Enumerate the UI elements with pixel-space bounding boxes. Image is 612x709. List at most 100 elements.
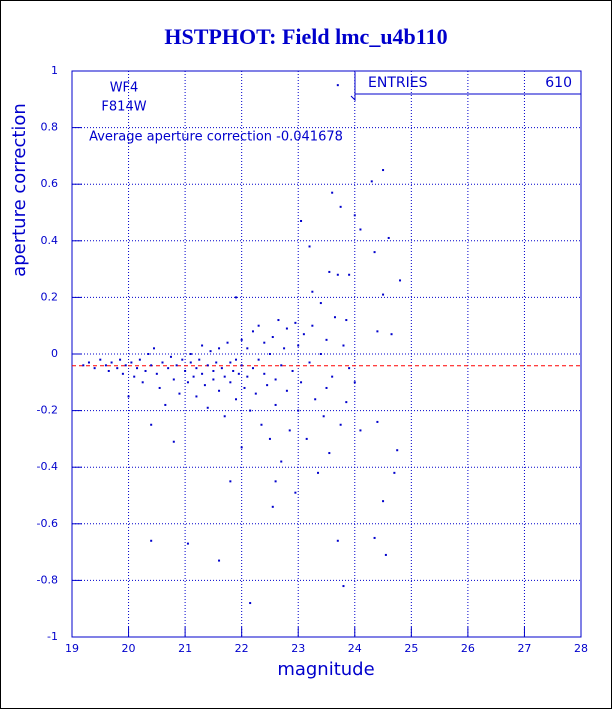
point <box>136 367 139 370</box>
stats-value: 610 <box>545 75 572 91</box>
point <box>82 364 85 367</box>
point <box>107 369 110 372</box>
y-tick-label: 0.4 <box>41 234 59 247</box>
point <box>203 384 206 387</box>
point <box>133 375 136 378</box>
point <box>161 361 164 364</box>
point <box>268 437 271 440</box>
point <box>390 333 393 336</box>
point <box>387 236 390 239</box>
point <box>399 279 402 282</box>
point <box>317 471 320 474</box>
point <box>345 401 348 404</box>
point <box>266 384 269 387</box>
point <box>311 290 314 293</box>
point <box>271 336 274 339</box>
stats-label: ENTRIES <box>368 75 428 91</box>
point <box>150 364 153 367</box>
y-tick-label: -0.2 <box>37 404 58 417</box>
point <box>249 409 252 412</box>
point <box>294 321 297 324</box>
point <box>127 395 130 398</box>
point <box>263 341 266 344</box>
point <box>254 392 257 395</box>
y-tick-label: 0.6 <box>41 177 59 190</box>
point <box>271 505 274 508</box>
point <box>336 273 339 276</box>
point <box>181 358 184 361</box>
point <box>178 392 181 395</box>
point <box>195 367 198 370</box>
point <box>226 341 229 344</box>
x-tick-label: 28 <box>574 642 588 655</box>
point <box>396 449 399 452</box>
x-tick-label: 27 <box>517 642 531 655</box>
point <box>302 333 305 336</box>
y-tick-label: 0.2 <box>41 290 59 303</box>
point <box>260 423 263 426</box>
point <box>104 364 107 367</box>
point <box>308 361 311 364</box>
point <box>192 375 195 378</box>
point <box>336 84 339 87</box>
x-tick-label: 22 <box>235 642 249 655</box>
point <box>257 358 260 361</box>
point <box>308 245 311 248</box>
point <box>257 324 260 327</box>
point <box>291 369 294 372</box>
point <box>348 367 351 370</box>
point <box>285 327 288 330</box>
point <box>331 191 334 194</box>
y-tick-label: 0 <box>51 347 58 360</box>
x-tick-label: 25 <box>404 642 418 655</box>
point <box>175 364 178 367</box>
point <box>268 353 271 355</box>
point <box>186 381 189 384</box>
point <box>246 375 249 378</box>
y-tick-label: -1 <box>47 630 58 643</box>
point <box>382 169 385 172</box>
chart-title: HSTPHOT: Field lmc_u4b110 <box>164 24 447 49</box>
point <box>240 364 243 367</box>
point <box>277 319 280 322</box>
annotation: Average aperture correction -0.041678 <box>89 130 343 145</box>
point <box>376 420 379 423</box>
point <box>167 367 170 370</box>
y-tick-label: 0.8 <box>41 121 59 134</box>
point <box>249 602 252 605</box>
point <box>382 293 385 296</box>
point <box>328 452 331 455</box>
point <box>169 355 172 358</box>
point <box>218 347 221 350</box>
point <box>246 347 249 350</box>
point <box>339 205 342 208</box>
point <box>384 553 387 556</box>
point <box>93 367 96 370</box>
point <box>116 367 119 370</box>
point <box>325 338 328 341</box>
point <box>300 381 303 384</box>
point <box>274 480 277 483</box>
point <box>342 344 345 347</box>
point <box>87 361 90 364</box>
x-tick-label: 26 <box>461 642 475 655</box>
y-axis-label: aperture correction <box>9 103 30 277</box>
point <box>186 542 189 545</box>
point <box>251 367 254 370</box>
point <box>237 372 240 375</box>
point <box>119 358 122 361</box>
point <box>359 429 362 432</box>
annotation: F814W <box>101 100 146 115</box>
point <box>150 539 153 542</box>
point <box>229 480 232 483</box>
point <box>283 347 286 350</box>
x-tick-label: 20 <box>122 642 136 655</box>
point <box>311 324 314 327</box>
y-tick-label: 1 <box>51 64 58 77</box>
point <box>220 367 223 370</box>
point <box>348 273 351 276</box>
point <box>229 361 232 364</box>
point <box>184 369 187 372</box>
point <box>373 536 376 539</box>
point <box>209 350 212 353</box>
